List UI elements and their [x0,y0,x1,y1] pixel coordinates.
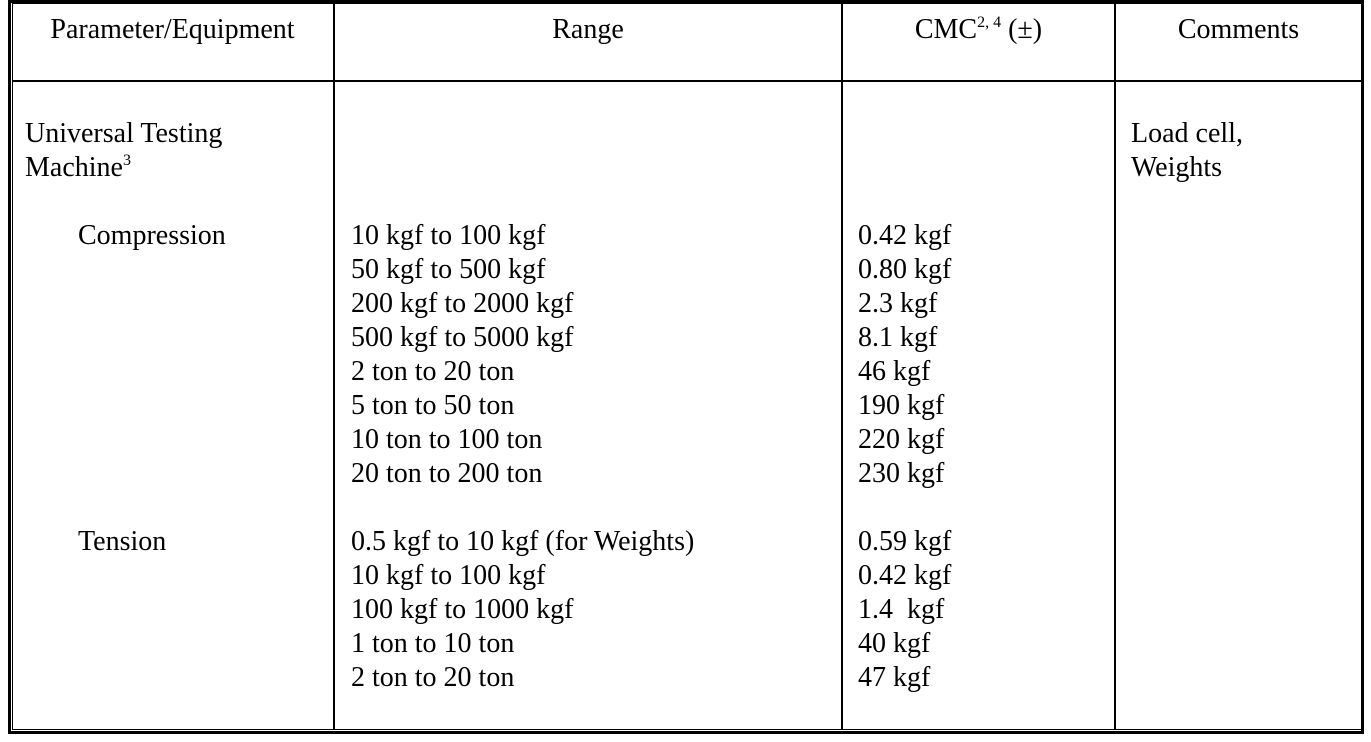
range-cell: 0.5 kgf to 10 kgf (for Weights) [351,526,695,557]
cmc-cell: 0.42 kgf [858,220,952,251]
range-cell: 10 kgf to 100 kgf [351,560,546,591]
equipment-name-line1: Universal Testing [25,118,223,149]
cmc-cell: 230 kgf [858,458,945,489]
cmc-cell: 0.42 kgf [858,560,952,591]
header-cmc: CMC2, 4 (±) [843,13,1114,47]
column-divider [333,3,335,730]
header-range: Range [552,14,624,45]
cmc-cell: 1.4 kgf [858,594,945,625]
table-inner-border [12,3,1362,730]
equipment-name-text: Machine [25,152,123,183]
header-parameter-equipment: Parameter/Equipment [50,14,295,45]
range-cell: 500 kgf to 5000 kgf [351,322,574,353]
cmc-cell: 0.80 kgf [858,254,952,285]
range-cell: 20 ton to 200 ton [351,458,543,489]
range-cell: 100 kgf to 1000 kgf [351,594,574,625]
cmc-cell: 220 kgf [858,424,945,455]
group-label-compression: Compression [78,220,226,251]
cmc-cell: 190 kgf [858,390,945,421]
range-cell: 10 ton to 100 ton [351,424,543,455]
range-cell: 50 kgf to 500 kgf [351,254,546,285]
column-divider [1114,3,1116,730]
cmc-cell: 40 kgf [858,628,931,659]
header-cmc-footnote: 2, 4 [977,14,1002,31]
range-cell: 200 kgf to 2000 kgf [351,288,574,319]
compression-range-list: 10 kgf to 100 kgf 50 kgf to 500 kgf 200 … [351,219,573,491]
comments-line1: Load cell, [1131,118,1243,149]
cmc-cell: 0.59 kgf [858,526,952,557]
range-cell: 2 ton to 20 ton [351,356,515,387]
tension-range-list: 0.5 kgf to 10 kgf (for Weights) 10 kgf t… [351,525,694,695]
table-outer-border [8,0,1364,734]
comments-line2: Weights [1131,152,1223,183]
cmc-cell: 2.3 kgf [858,288,938,319]
range-cell: 10 kgf to 100 kgf [351,220,546,251]
cmc-cell: 47 kgf [858,662,931,693]
tension-cmc-list: 0.59 kgf 0.42 kgf 1.4 kgf 40 kgf 47 kgf [858,525,951,695]
equipment-name-line2: Machine3 [25,151,131,185]
header-divider [12,80,1362,82]
group-label-tension: Tension [78,526,167,557]
header-cmc-label: CMC [914,14,978,45]
header-comments: Comments [1177,14,1300,45]
range-cell: 2 ton to 20 ton [351,662,515,693]
range-cell: 1 ton to 10 ton [351,628,515,659]
column-divider [841,3,843,730]
cmc-cell: 46 kgf [858,356,931,387]
header-cmc-suffix: (±) [1001,14,1043,45]
range-cell: 5 ton to 50 ton [351,390,515,421]
cmc-cell: 8.1 kgf [858,322,938,353]
equipment-footnote: 3 [122,152,131,169]
compression-cmc-list: 0.42 kgf 0.80 kgf 2.3 kgf 8.1 kgf 46 kgf… [858,219,951,491]
